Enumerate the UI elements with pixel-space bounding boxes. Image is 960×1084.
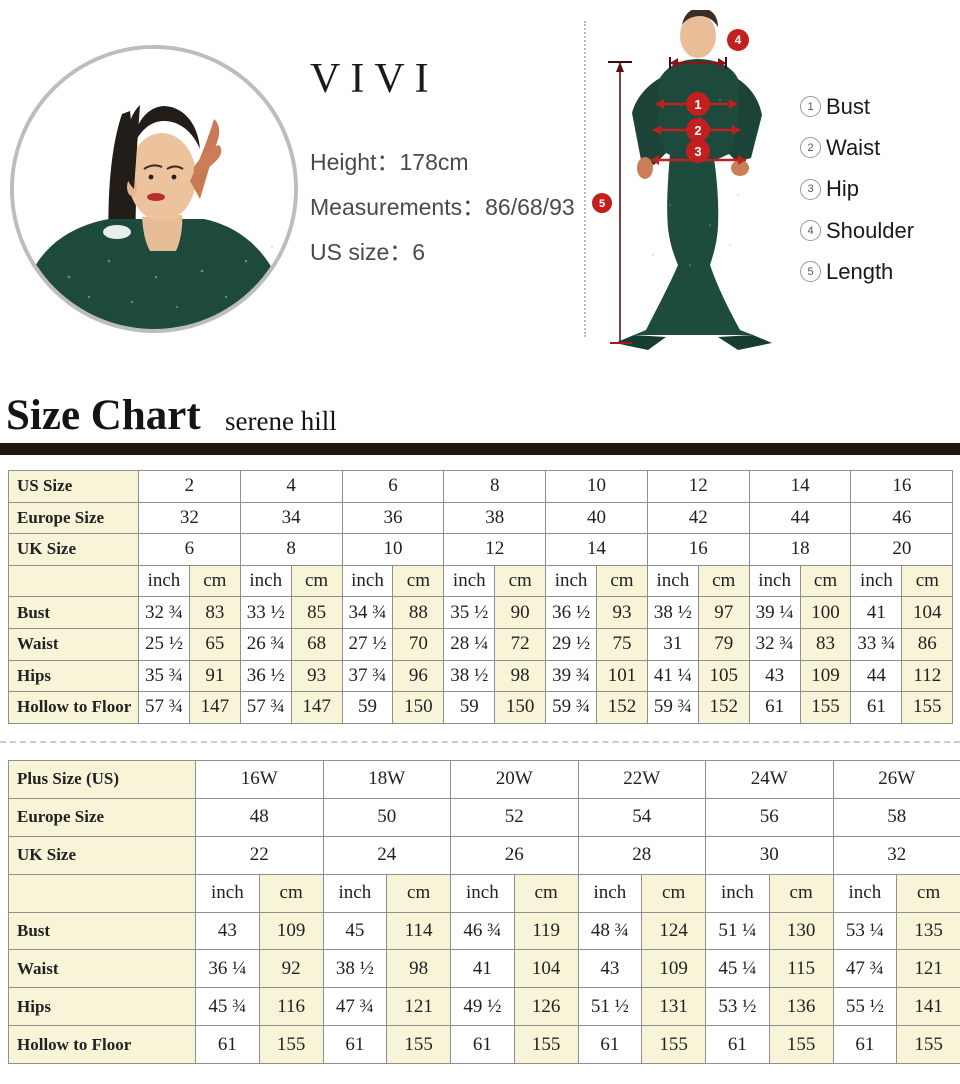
svg-text:5: 5 — [599, 198, 605, 210]
svg-text:4: 4 — [735, 33, 742, 47]
svg-text:1: 1 — [694, 97, 701, 112]
svg-text:3: 3 — [694, 144, 701, 159]
svg-text:2: 2 — [694, 123, 701, 138]
